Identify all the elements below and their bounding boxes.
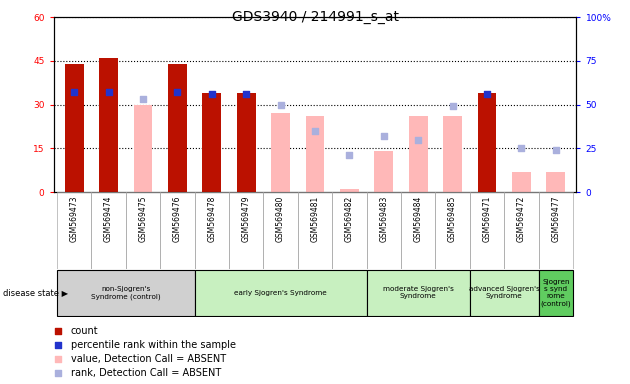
Bar xyxy=(195,270,367,316)
Point xyxy=(551,147,561,153)
Bar xyxy=(91,192,126,269)
Text: GSM569474: GSM569474 xyxy=(104,196,113,242)
Bar xyxy=(99,58,118,192)
Point xyxy=(278,159,289,166)
Bar xyxy=(367,270,470,316)
Point xyxy=(345,152,355,158)
Point xyxy=(482,91,492,97)
Bar xyxy=(478,93,496,192)
Text: GSM569478: GSM569478 xyxy=(207,196,216,242)
Bar xyxy=(237,93,256,192)
Text: percentile rank within the sample: percentile rank within the sample xyxy=(71,340,236,350)
Bar xyxy=(504,192,539,269)
Text: GSM569483: GSM569483 xyxy=(379,196,388,242)
Text: GSM569472: GSM569472 xyxy=(517,196,526,242)
Bar xyxy=(134,105,152,192)
Text: GSM569479: GSM569479 xyxy=(242,196,251,242)
Bar xyxy=(367,192,401,269)
Text: GSM569485: GSM569485 xyxy=(448,196,457,242)
Text: early Sjogren's Syndrome: early Sjogren's Syndrome xyxy=(234,290,327,296)
Point xyxy=(447,103,457,109)
Text: GSM569471: GSM569471 xyxy=(483,196,491,242)
Bar xyxy=(470,192,504,269)
Point xyxy=(103,89,113,96)
Bar xyxy=(298,192,332,269)
Text: GSM569482: GSM569482 xyxy=(345,196,354,242)
Text: value, Detection Call = ABSENT: value, Detection Call = ABSENT xyxy=(71,354,226,364)
Point xyxy=(379,133,389,139)
Text: GSM569477: GSM569477 xyxy=(551,196,560,242)
Point xyxy=(278,33,289,39)
Bar xyxy=(546,172,565,192)
Text: GSM569480: GSM569480 xyxy=(276,196,285,242)
Bar xyxy=(539,192,573,269)
Bar xyxy=(263,192,298,269)
Point xyxy=(173,89,183,96)
Bar xyxy=(401,192,435,269)
Bar xyxy=(332,192,367,269)
Text: count: count xyxy=(71,326,98,336)
Point xyxy=(275,102,285,108)
Bar xyxy=(340,189,359,192)
Bar xyxy=(195,192,229,269)
Bar xyxy=(512,172,531,192)
Point xyxy=(207,91,217,97)
Point xyxy=(241,91,251,97)
Point xyxy=(69,89,79,96)
Text: Sjogren
s synd
rome
(control): Sjogren s synd rome (control) xyxy=(541,279,571,306)
Bar xyxy=(539,270,573,316)
Text: GSM569481: GSM569481 xyxy=(311,196,319,242)
Text: GSM569476: GSM569476 xyxy=(173,196,182,242)
Point xyxy=(310,128,320,134)
Text: moderate Sjogren's
Syndrome: moderate Sjogren's Syndrome xyxy=(383,286,454,299)
Bar xyxy=(160,192,195,269)
Text: non-Sjogren's
Syndrome (control): non-Sjogren's Syndrome (control) xyxy=(91,286,161,300)
Text: advanced Sjogren's
Syndrome: advanced Sjogren's Syndrome xyxy=(469,286,540,299)
Text: rank, Detection Call = ABSENT: rank, Detection Call = ABSENT xyxy=(71,368,220,378)
Point xyxy=(517,145,527,151)
Bar xyxy=(57,270,195,316)
Bar xyxy=(470,270,539,316)
Text: GSM569473: GSM569473 xyxy=(70,196,79,242)
Bar xyxy=(202,93,221,192)
Bar xyxy=(443,116,462,192)
Text: GSM569484: GSM569484 xyxy=(414,196,423,242)
Text: GDS3940 / 214991_s_at: GDS3940 / 214991_s_at xyxy=(231,10,399,23)
Bar xyxy=(374,151,393,192)
Bar xyxy=(435,192,470,269)
Bar xyxy=(65,64,84,192)
Bar xyxy=(126,192,160,269)
Bar xyxy=(168,64,187,192)
Bar xyxy=(306,116,324,192)
Point xyxy=(413,137,423,143)
Bar xyxy=(271,113,290,192)
Point xyxy=(278,286,289,292)
Text: GSM569475: GSM569475 xyxy=(139,196,147,242)
Bar xyxy=(409,116,428,192)
Point xyxy=(138,96,148,103)
Bar xyxy=(57,192,91,269)
Bar xyxy=(229,192,263,269)
Text: disease state ▶: disease state ▶ xyxy=(3,288,68,297)
